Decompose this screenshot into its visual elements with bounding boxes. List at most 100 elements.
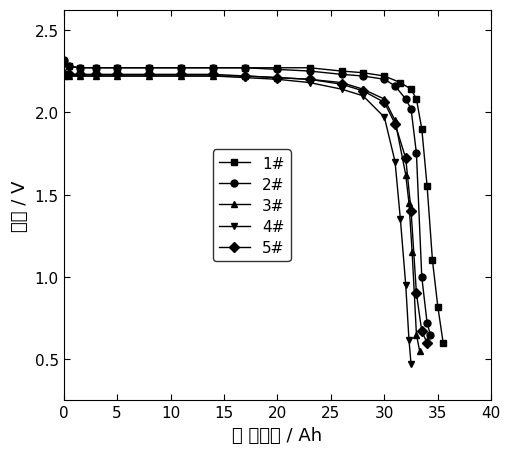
4# xyxy=(406,337,412,343)
2# xyxy=(402,97,409,102)
3# xyxy=(409,250,415,255)
4# xyxy=(77,74,83,80)
5# xyxy=(242,74,248,80)
1# xyxy=(397,81,403,86)
4# xyxy=(402,283,409,288)
4# xyxy=(307,81,313,86)
4# xyxy=(93,74,99,80)
3# xyxy=(402,173,409,178)
3# xyxy=(210,74,217,80)
2# xyxy=(66,64,72,70)
5# xyxy=(77,72,83,78)
1# xyxy=(93,66,99,71)
5# xyxy=(66,72,72,78)
2# xyxy=(60,58,67,63)
1# xyxy=(66,64,72,70)
4# xyxy=(178,74,184,80)
2# xyxy=(424,321,430,326)
Line: 4#: 4# xyxy=(60,73,415,368)
1# xyxy=(419,126,425,132)
2# xyxy=(114,66,120,71)
3# xyxy=(114,74,120,80)
3# xyxy=(77,74,83,80)
2# xyxy=(392,84,398,90)
Legend: 1#, 2#, 3#, 4#, 5#: 1#, 2#, 3#, 4#, 5# xyxy=(213,150,290,262)
1# xyxy=(338,69,345,75)
1# xyxy=(60,61,67,66)
3# xyxy=(381,97,388,102)
1# xyxy=(210,66,217,71)
2# xyxy=(408,107,414,112)
4# xyxy=(360,94,366,99)
2# xyxy=(77,66,83,71)
5# xyxy=(93,72,99,78)
1# xyxy=(408,87,414,93)
5# xyxy=(338,82,345,88)
4# xyxy=(397,217,403,222)
3# xyxy=(392,118,398,124)
2# xyxy=(242,66,248,71)
4# xyxy=(114,74,120,80)
1# xyxy=(381,74,388,80)
5# xyxy=(402,156,409,162)
4# xyxy=(274,77,281,83)
4# xyxy=(242,76,248,81)
2# xyxy=(338,72,345,78)
3# xyxy=(66,74,72,80)
5# xyxy=(178,72,184,78)
2# xyxy=(307,69,313,75)
3# xyxy=(338,81,345,86)
2# xyxy=(360,74,366,80)
5# xyxy=(381,101,388,106)
Line: 3#: 3# xyxy=(60,73,423,355)
1# xyxy=(242,66,248,71)
1# xyxy=(274,66,281,71)
1# xyxy=(435,304,441,310)
4# xyxy=(60,74,67,80)
2# xyxy=(93,66,99,71)
1# xyxy=(424,184,430,190)
Y-axis label: 电压 / V: 电压 / V xyxy=(11,180,29,232)
2# xyxy=(274,67,281,73)
2# xyxy=(210,66,217,71)
3# xyxy=(178,74,184,80)
1# xyxy=(178,66,184,71)
4# xyxy=(338,87,345,93)
5# xyxy=(392,122,398,127)
3# xyxy=(307,77,313,83)
3# xyxy=(360,87,366,93)
3# xyxy=(146,74,152,80)
5# xyxy=(307,77,313,83)
5# xyxy=(419,329,425,334)
1# xyxy=(307,66,313,71)
5# xyxy=(424,340,430,346)
5# xyxy=(210,72,217,78)
2# xyxy=(381,77,388,83)
2# xyxy=(419,275,425,280)
3# xyxy=(93,74,99,80)
4# xyxy=(66,74,72,80)
X-axis label: 放 电容量 / Ah: 放 电容量 / Ah xyxy=(232,426,323,444)
Line: 1#: 1# xyxy=(60,60,446,347)
Line: 5#: 5# xyxy=(60,72,431,347)
1# xyxy=(114,66,120,71)
5# xyxy=(146,72,152,78)
1# xyxy=(440,340,446,346)
5# xyxy=(413,291,419,297)
3# xyxy=(406,201,412,206)
1# xyxy=(360,71,366,76)
2# xyxy=(413,152,419,157)
4# xyxy=(392,160,398,165)
4# xyxy=(146,74,152,80)
5# xyxy=(408,209,414,214)
5# xyxy=(114,72,120,78)
2# xyxy=(178,66,184,71)
3# xyxy=(60,74,67,80)
5# xyxy=(60,72,67,78)
5# xyxy=(360,89,366,94)
4# xyxy=(408,362,414,367)
4# xyxy=(381,115,388,121)
3# xyxy=(242,74,248,80)
3# xyxy=(417,349,423,354)
2# xyxy=(146,66,152,71)
